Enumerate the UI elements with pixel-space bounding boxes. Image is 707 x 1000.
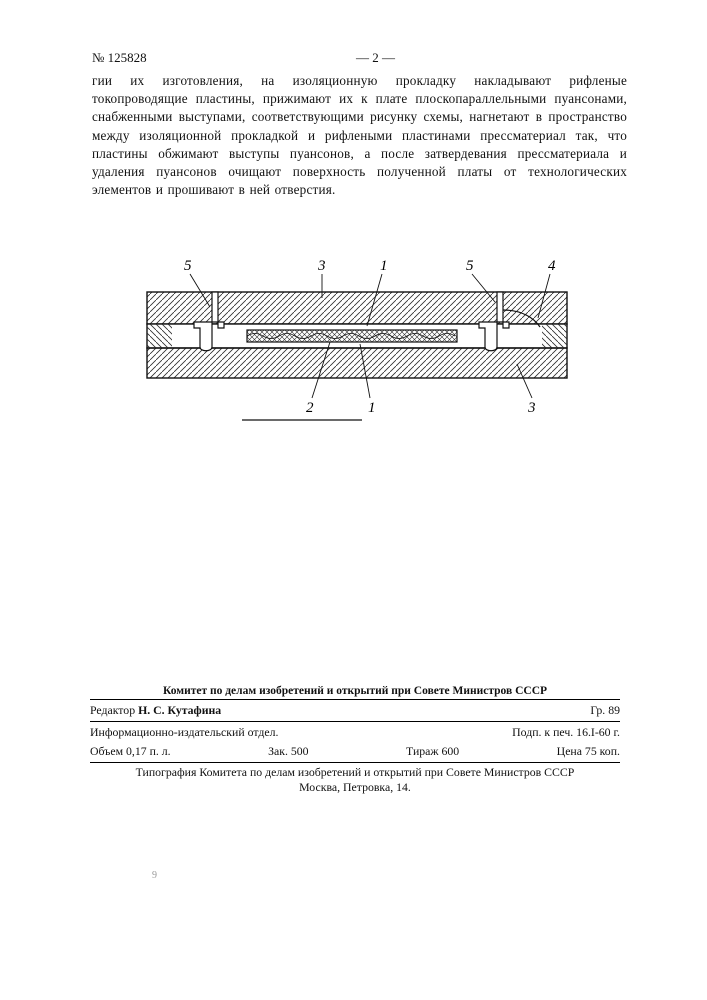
volume: Объем 0,17 п. л. [90, 744, 171, 759]
department: Информационно-издательский отдел. [90, 725, 278, 740]
figure-label-5a: 5 [184, 258, 192, 274]
figure-label-3a: 3 [317, 258, 326, 274]
figure-label-1b: 1 [368, 400, 376, 416]
page-number: — 2 — [356, 50, 395, 66]
figure-label-4: 4 [548, 258, 556, 274]
typography: Типография Комитета по делам изобретений… [90, 765, 620, 780]
body-paragraph: гии их изготовления, на изоляционную про… [92, 72, 627, 200]
colophon: Комитет по делам изобретений и открытий … [90, 685, 620, 795]
committee-title: Комитет по делам изобретений и открытий … [90, 685, 620, 697]
doc-number: № 125828 [92, 50, 147, 66]
group: Гр. 89 [590, 703, 620, 718]
figure-label-2: 2 [306, 400, 314, 416]
stray-mark: 9 [152, 870, 157, 881]
address: Москва, Петровка, 14. [90, 780, 620, 795]
tirage: Тираж 600 [406, 744, 459, 759]
editor: Редактор Н. С. Кутафина [90, 703, 221, 718]
figure-label-1a: 1 [380, 258, 388, 274]
figure-label-3b: 3 [527, 400, 536, 416]
sign-date: Подп. к печ. 16.I-60 г. [512, 725, 620, 740]
figure: 5 3 1 5 4 2 1 3 [102, 252, 602, 422]
figure-label-5b: 5 [466, 258, 474, 274]
price: Цена 75 коп. [557, 744, 620, 759]
order-no: Зак. 500 [268, 744, 308, 759]
